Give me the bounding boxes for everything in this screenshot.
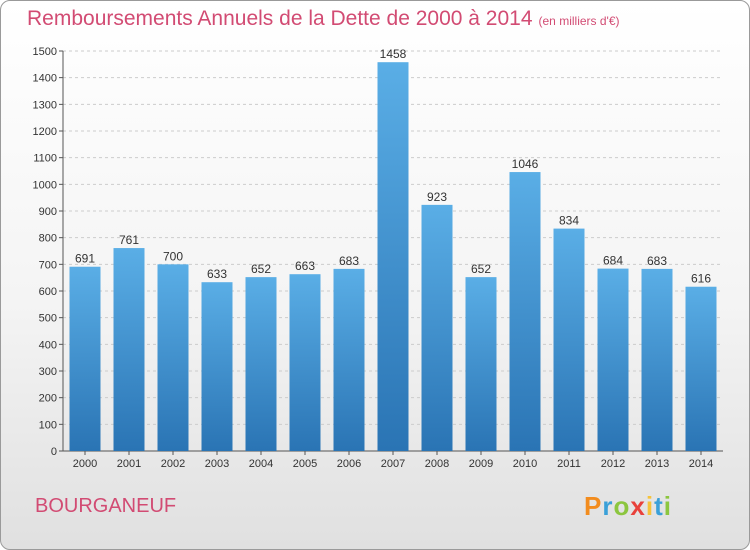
- y-tick-label: 700: [39, 259, 57, 271]
- bar: [157, 264, 189, 451]
- x-tick-label: 2014: [689, 458, 713, 470]
- bar-value-label: 700: [163, 249, 183, 263]
- bar: [509, 172, 541, 452]
- y-tick-label: 600: [39, 286, 57, 298]
- bar: [245, 277, 277, 451]
- x-tick-label: 2000: [73, 458, 97, 470]
- bar: [421, 204, 453, 451]
- bar-value-label: 683: [339, 254, 359, 268]
- x-tick-label: 2010: [513, 458, 537, 470]
- bar: [641, 268, 673, 451]
- x-tick-label: 2013: [645, 458, 669, 470]
- y-tick-label: 900: [39, 206, 57, 218]
- x-tick-label: 2011: [557, 458, 581, 470]
- x-tick-label: 2012: [601, 458, 625, 470]
- bar-value-label: 691: [75, 252, 95, 266]
- y-tick-label: 0: [51, 446, 57, 458]
- logo-letter: x: [630, 491, 646, 521]
- bar-value-label: 652: [471, 262, 491, 276]
- x-tick-label: 2009: [469, 458, 493, 470]
- y-tick-label: 200: [39, 393, 57, 405]
- bar: [685, 286, 717, 451]
- logo-letter: i: [663, 491, 672, 521]
- logo-letter: i: [645, 491, 655, 521]
- bar: [597, 268, 629, 451]
- x-tick-label: 2005: [293, 458, 317, 470]
- bar: [113, 248, 145, 451]
- bar-value-label: 761: [119, 233, 139, 247]
- bar-value-label: 683: [647, 254, 667, 268]
- bar-value-label: 616: [691, 272, 711, 286]
- y-tick-label: 800: [39, 233, 57, 245]
- x-tick-label: 2001: [117, 458, 141, 470]
- bar: [201, 282, 233, 451]
- bar: [553, 228, 585, 451]
- y-tick-label: 1000: [33, 179, 57, 191]
- bar-value-label: 1046: [512, 157, 539, 171]
- y-tick-label: 1500: [33, 46, 57, 58]
- y-tick-label: 400: [39, 339, 57, 351]
- x-tick-label: 2004: [249, 458, 273, 470]
- commune-name: BOURGANEUF: [35, 495, 177, 517]
- y-tick-label: 1100: [33, 153, 57, 165]
- y-tick-label: 100: [39, 419, 57, 431]
- y-tick-label: 1200: [33, 126, 57, 138]
- bar-value-label: 684: [603, 254, 623, 268]
- x-tick-label: 2008: [425, 458, 449, 470]
- logo-letter: t: [654, 491, 664, 521]
- y-tick-label: 500: [39, 313, 57, 325]
- logo-letter: P: [584, 491, 603, 521]
- bar: [289, 274, 321, 451]
- proxiti-logo: Proxiti: [584, 491, 672, 522]
- labels: 0 100 200 300 400 500 600 700 800 900 1000 1100 1200…: [33, 46, 714, 470]
- logo-letter: o: [613, 491, 631, 521]
- x-tick-label: 2006: [337, 458, 361, 470]
- bars: [69, 62, 717, 452]
- logo-letter: r: [602, 491, 614, 521]
- chart-subtitle: (en milliers d'€): [538, 14, 620, 28]
- bar-value-label: 652: [251, 262, 271, 276]
- bar-value-label: 834: [559, 214, 579, 228]
- bar: [69, 266, 101, 451]
- bar: [377, 62, 409, 451]
- x-tick-label: 2007: [381, 458, 405, 470]
- x-tick-label: 2002: [161, 458, 185, 470]
- y-tick-label: 300: [39, 366, 57, 378]
- chart-title: Remboursements Annuels de la Dette de 20…: [27, 7, 620, 30]
- bar: [333, 268, 365, 451]
- y-tick-label: 1400: [33, 73, 57, 85]
- x-tick-label: 2003: [205, 458, 229, 470]
- bar-value-label: 663: [295, 259, 315, 273]
- bar-value-label: 633: [207, 267, 227, 281]
- bar-value-label: 923: [427, 190, 447, 204]
- bar-value-label: 1458: [380, 47, 407, 61]
- y-tick-label: 1300: [33, 99, 57, 111]
- bar: [465, 277, 497, 451]
